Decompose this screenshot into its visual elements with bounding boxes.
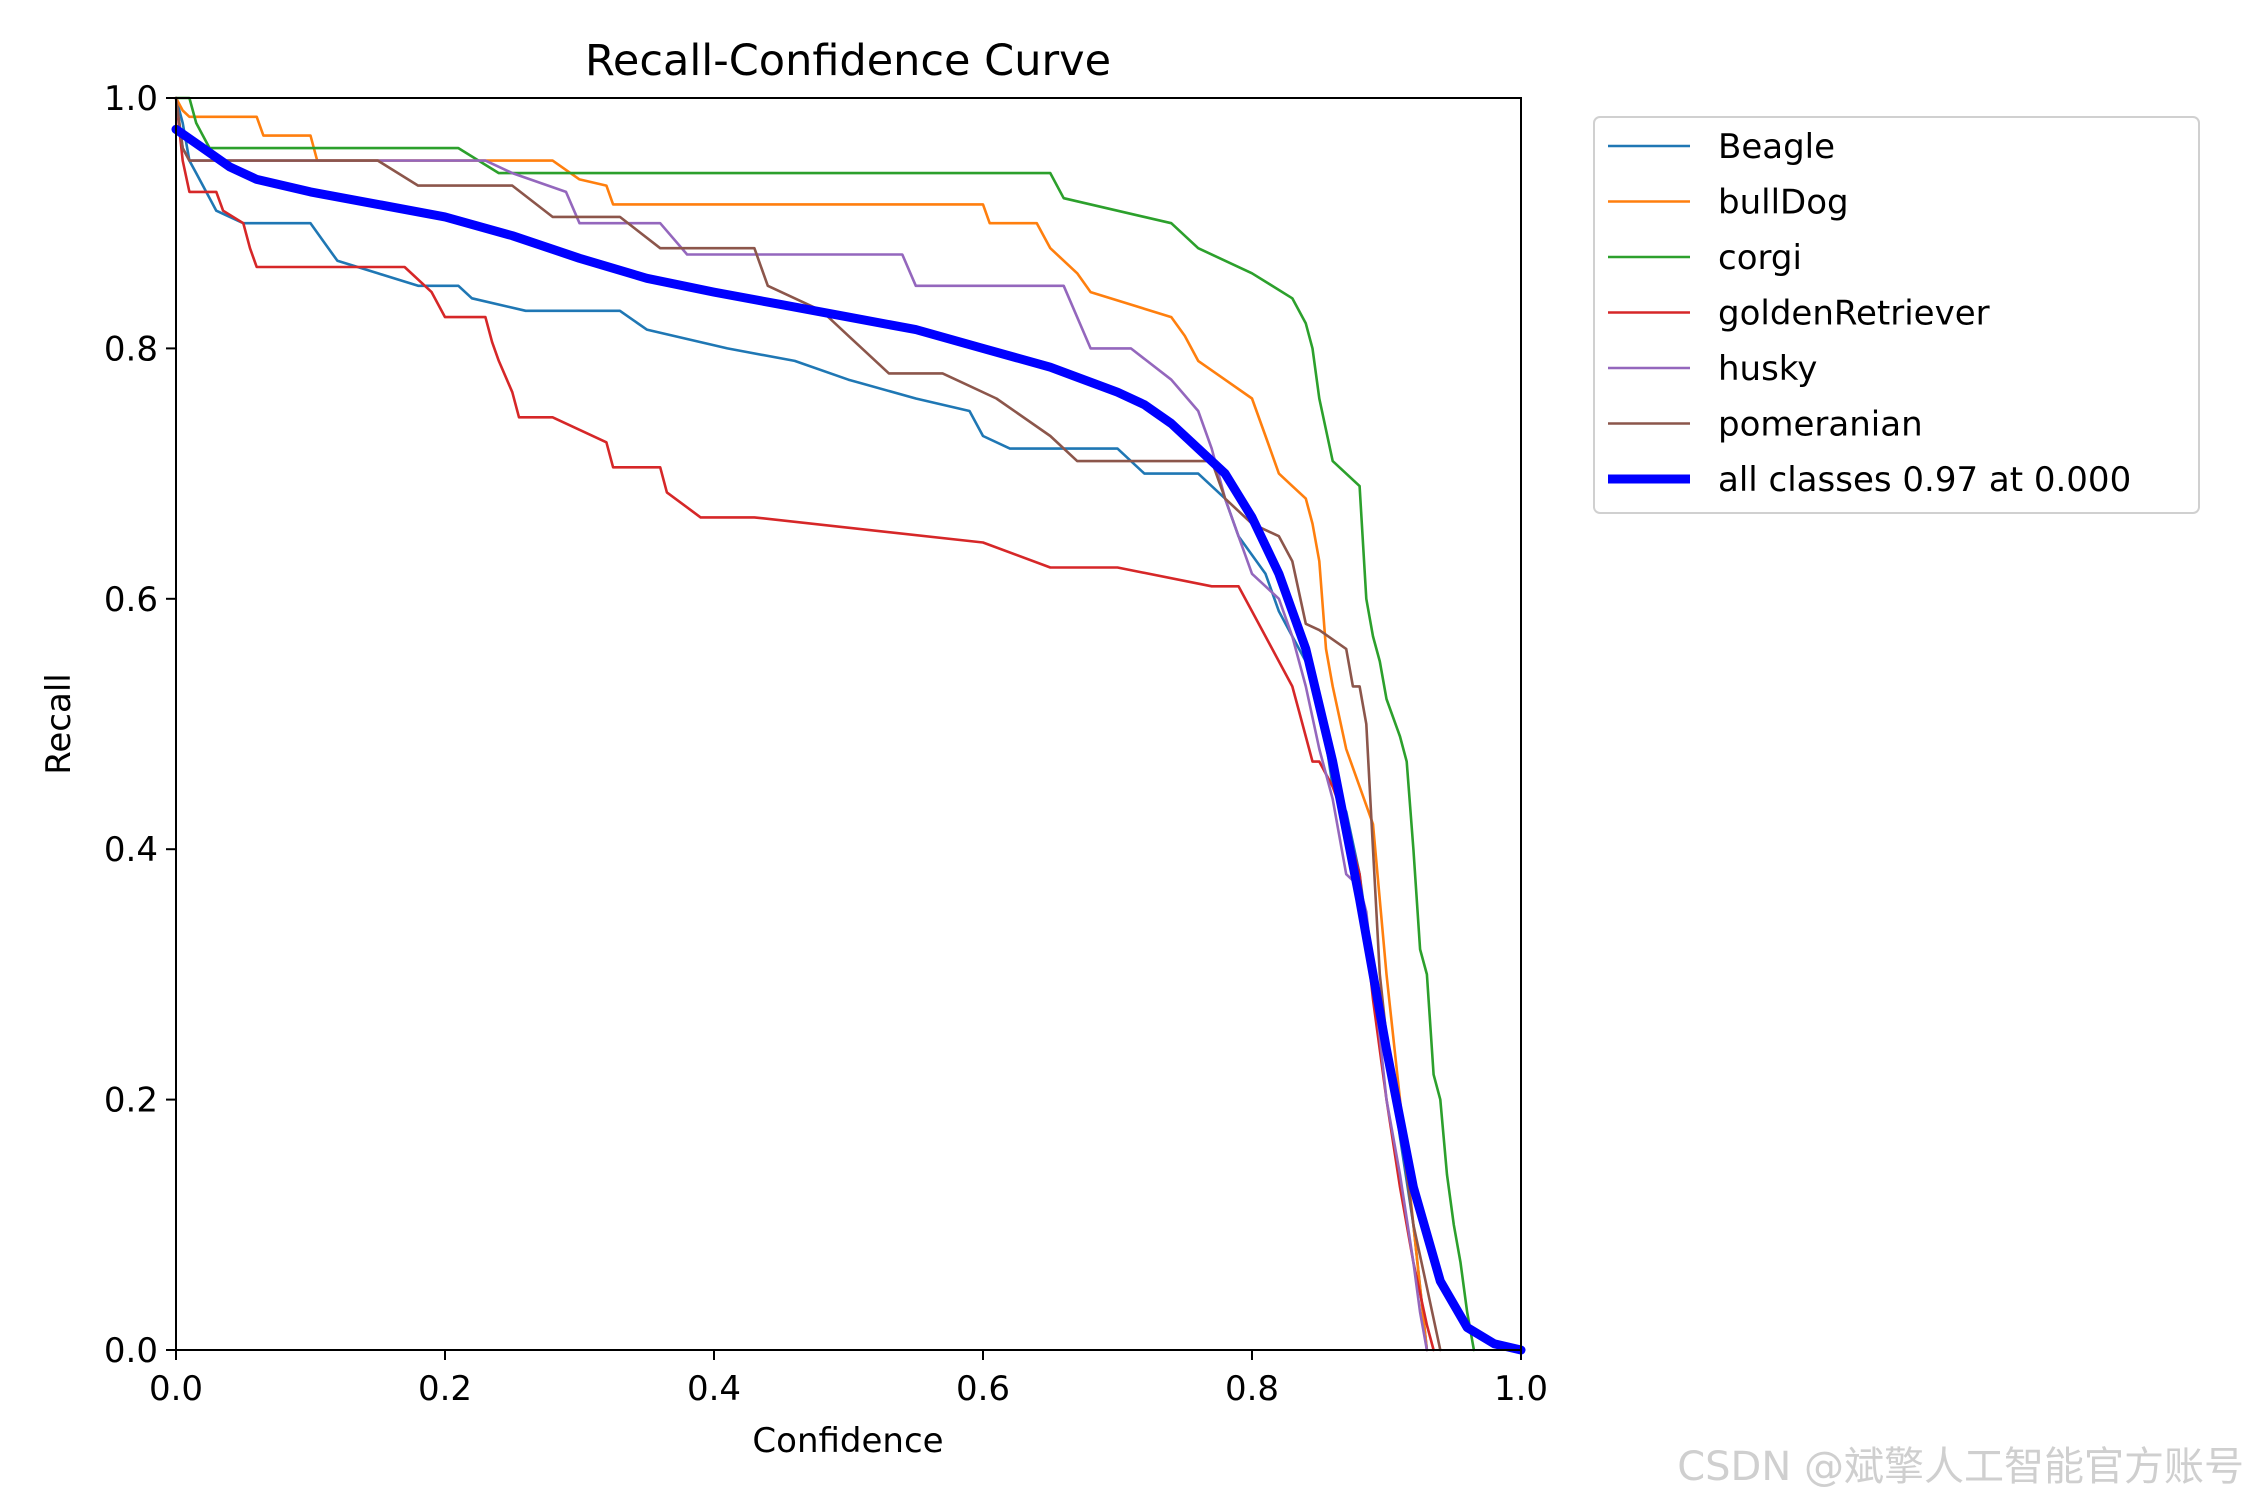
series-line-bulldog — [174, 96, 1429, 1352]
series-line-goldenretriever — [174, 96, 1435, 1352]
series-line-corgi — [174, 96, 1476, 1352]
y-tick-label: 0.8 — [104, 329, 158, 369]
x-tick-label: 0.8 — [1225, 1369, 1279, 1409]
y-axis-ticks: 0.0 0.2 0.4 0.6 0.8 1.0 — [104, 79, 176, 1371]
legend-label: bullDog — [1718, 183, 1849, 223]
x-axis-label: Confidence — [752, 1421, 943, 1461]
y-tick-label: 0.2 — [104, 1081, 158, 1121]
series-line-husky — [174, 96, 1429, 1352]
x-tick-label: 0.4 — [687, 1369, 741, 1409]
legend-label: all classes 0.97 at 0.000 — [1718, 460, 2131, 500]
x-tick-label: 0.6 — [956, 1369, 1010, 1409]
series-line-beagle — [174, 96, 1429, 1352]
chart-title: Recall-Confidence Curve — [585, 36, 1111, 86]
plot-area-frame — [175, 97, 1522, 1351]
watermark-text: CSDN @斌擎人工智能官方账号 — [1677, 1444, 2244, 1490]
y-tick-label: 0.4 — [104, 830, 158, 870]
series-line-all-classes-0-97-at-0-000 — [171, 124, 1526, 1355]
y-tick-label: 1.0 — [104, 79, 158, 119]
x-tick-label: 0.0 — [149, 1369, 203, 1409]
legend-box — [1593, 116, 2200, 514]
x-tick-label: 0.2 — [418, 1369, 472, 1409]
y-tick-label: 0.0 — [104, 1331, 158, 1371]
legend-entries: Beagle bullDog corgi goldenRetriever husky po… — [1608, 127, 2131, 500]
legend: Beagle bullDog corgi goldenRetriever husky po… — [1593, 116, 2200, 514]
x-tick-label: 1.0 — [1494, 1369, 1548, 1409]
y-axis-label: Recall — [39, 673, 79, 774]
legend-label: corgi — [1718, 238, 1802, 278]
legend-label: pomeranian — [1718, 405, 1923, 445]
y-tick-label: 0.6 — [104, 580, 158, 620]
plot-lines — [171, 96, 1526, 1355]
legend-label: goldenRetriever — [1718, 294, 1990, 334]
x-axis-ticks: 0.0 0.2 0.4 0.6 0.8 1.0 — [149, 1350, 1548, 1409]
series-line-pomeranian — [174, 96, 1442, 1352]
legend-label: husky — [1718, 349, 1817, 389]
legend-label: Beagle — [1718, 127, 1835, 167]
